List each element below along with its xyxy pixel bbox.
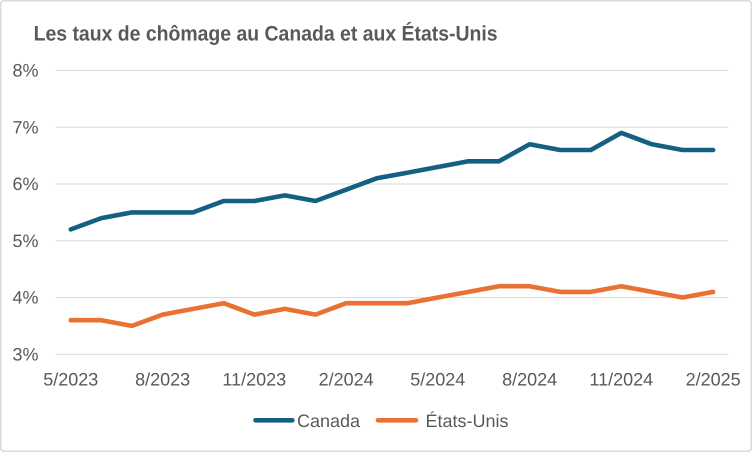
- svg-text:États-Unis: États-Unis: [426, 411, 509, 431]
- svg-text:8%: 8%: [12, 61, 38, 81]
- svg-text:8/2023: 8/2023: [135, 369, 190, 389]
- svg-text:11/2023: 11/2023: [222, 369, 286, 389]
- svg-text:5/2023: 5/2023: [43, 369, 98, 389]
- svg-text:5%: 5%: [12, 231, 38, 251]
- svg-text:5/2024: 5/2024: [410, 369, 465, 389]
- svg-text:Canada: Canada: [297, 411, 361, 431]
- svg-text:7%: 7%: [12, 118, 38, 138]
- svg-text:4%: 4%: [12, 288, 38, 308]
- svg-text:8/2024: 8/2024: [502, 369, 557, 389]
- svg-text:2/2025: 2/2025: [686, 369, 741, 389]
- svg-text:Les taux de chômage au Canada: Les taux de chômage au Canada et aux Éta…: [34, 21, 498, 45]
- svg-text:3%: 3%: [12, 345, 38, 365]
- svg-text:2/2024: 2/2024: [319, 369, 374, 389]
- svg-text:11/2024: 11/2024: [589, 369, 653, 389]
- svg-text:6%: 6%: [12, 174, 38, 194]
